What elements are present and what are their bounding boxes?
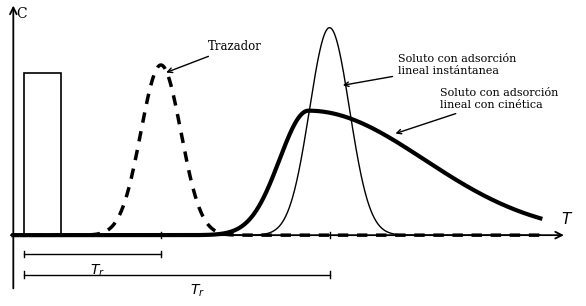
Text: C: C xyxy=(16,7,26,21)
Text: Trazador: Trazador xyxy=(168,39,262,73)
Text: Soluto con adsorción
lineal con cinética: Soluto con adsorción lineal con cinética xyxy=(397,88,558,134)
Text: $T$: $T$ xyxy=(561,211,574,227)
Text: Soluto con adsorción
lineal instántanea: Soluto con adsorción lineal instántanea xyxy=(345,54,516,86)
Text: $T_r$: $T_r$ xyxy=(90,262,105,278)
Bar xyxy=(24,73,61,235)
Text: $T_r$: $T_r$ xyxy=(190,283,205,299)
